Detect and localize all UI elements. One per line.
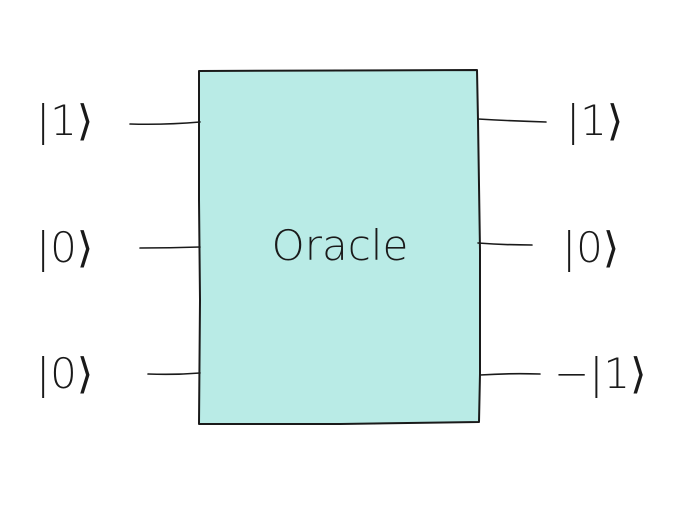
- output-state-2: |0⟩: [562, 223, 619, 272]
- output-state-1: |1⟩: [566, 96, 623, 145]
- output-wire-2: [477, 242, 533, 246]
- output-wire-1: [477, 118, 547, 123]
- input-state-2: |0⟩: [36, 223, 93, 272]
- input-wire-1: [129, 121, 201, 126]
- input-state-1: |1⟩: [36, 96, 93, 145]
- input-state-3: |0⟩: [36, 349, 93, 398]
- oracle-label: Oracle: [272, 221, 409, 270]
- output-wire-3: [479, 372, 541, 376]
- input-wire-3: [147, 372, 201, 376]
- output-state-3: −|1⟩: [554, 349, 646, 398]
- oracle-box: [198, 69, 481, 425]
- input-wire-2: [139, 246, 201, 249]
